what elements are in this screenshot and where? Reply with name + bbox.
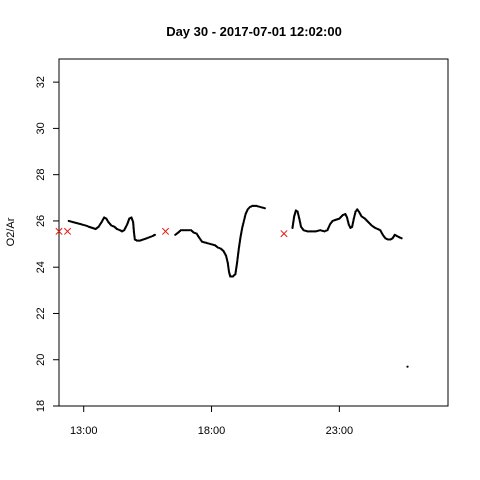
data-point <box>406 365 409 368</box>
plot-frame <box>58 58 449 407</box>
x-axis: 13:00 18:00 23:00 <box>70 405 354 437</box>
flagged-point-marker <box>280 230 288 238</box>
flagged-point-marker <box>161 227 170 235</box>
y-tick-label: 28 <box>35 169 47 181</box>
data-point <box>263 207 266 210</box>
y-tick-label: 24 <box>35 261 47 273</box>
y-tick-label: 20 <box>35 354 47 366</box>
data-point <box>153 233 156 236</box>
data-point <box>400 237 403 240</box>
data-marks <box>55 204 409 368</box>
y-axis-label: O2/Ar <box>5 217 17 246</box>
flagged-point-marker <box>63 227 72 235</box>
y-tick-label: 18 <box>35 400 47 412</box>
x-tick-label: 23:00 <box>326 425 354 437</box>
y-tick-label: 26 <box>35 215 47 227</box>
chart-title: Day 30 - 2017-07-01 12:02:00 <box>166 24 342 39</box>
x-tick-label: 18:00 <box>198 425 226 437</box>
y-tick-label: 30 <box>35 122 47 134</box>
x-tick-label: 13:00 <box>70 425 98 437</box>
y-axis: 18 20 22 24 26 28 30 32 <box>35 76 60 412</box>
y-tick-label: 22 <box>35 307 47 319</box>
flagged-point-marker <box>55 227 63 235</box>
y-tick-label: 32 <box>35 76 47 88</box>
